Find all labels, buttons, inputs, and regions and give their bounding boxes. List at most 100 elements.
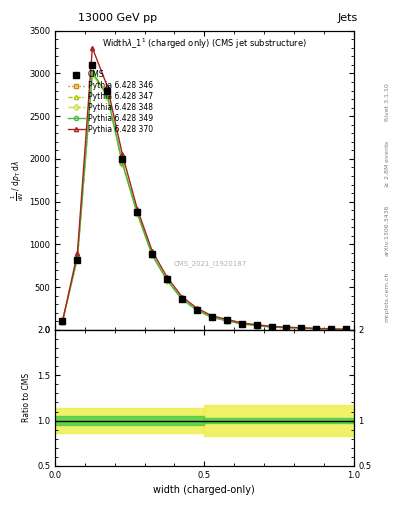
Pythia 6.428 347 <box>135 209 140 216</box>
Pythia 6.428 348 <box>209 314 214 321</box>
Pythia 6.428 347 <box>254 323 259 329</box>
Pythia 6.428 370 <box>209 313 214 319</box>
Pythia 6.428 347 <box>314 326 319 332</box>
Pythia 6.428 370 <box>135 205 140 211</box>
Pythia 6.428 346 <box>344 327 349 333</box>
Text: Jets: Jets <box>337 13 358 23</box>
Pythia 6.428 370 <box>344 326 349 332</box>
Pythia 6.428 348 <box>254 323 259 329</box>
CMS <box>105 88 110 94</box>
Pythia 6.428 349 <box>299 325 304 331</box>
Pythia 6.428 370 <box>195 305 199 311</box>
Pythia 6.428 347 <box>180 296 184 302</box>
Pythia 6.428 370 <box>239 320 244 326</box>
Pythia 6.428 370 <box>254 322 259 328</box>
Pythia 6.428 346 <box>195 307 199 313</box>
Pythia 6.428 349 <box>269 324 274 330</box>
Pythia 6.428 349 <box>329 326 334 332</box>
Pythia 6.428 346 <box>224 317 229 324</box>
Pythia 6.428 349 <box>150 252 154 258</box>
Pythia 6.428 346 <box>60 318 65 324</box>
Pythia 6.428 370 <box>60 319 65 325</box>
Pythia 6.428 348 <box>120 161 125 167</box>
Pythia 6.428 346 <box>284 325 289 331</box>
Pythia 6.428 346 <box>269 324 274 330</box>
Text: Width$\lambda\_1^1$ (charged only) (CMS jet substructure): Width$\lambda\_1^1$ (charged only) (CMS … <box>102 37 307 51</box>
Pythia 6.428 347 <box>224 317 229 324</box>
Text: Rivet 3.1.10: Rivet 3.1.10 <box>385 83 389 121</box>
Pythia 6.428 370 <box>224 316 229 323</box>
Pythia 6.428 370 <box>165 274 169 280</box>
Pythia 6.428 347 <box>105 91 110 97</box>
Line: CMS: CMS <box>60 62 349 332</box>
Pythia 6.428 348 <box>60 318 65 324</box>
Pythia 6.428 348 <box>135 210 140 217</box>
Pythia 6.428 349 <box>344 327 349 333</box>
Pythia 6.428 348 <box>90 71 95 77</box>
Pythia 6.428 370 <box>120 151 125 157</box>
Pythia 6.428 349 <box>165 277 169 283</box>
Pythia 6.428 348 <box>329 326 334 332</box>
Pythia 6.428 346 <box>314 326 319 332</box>
Pythia 6.428 348 <box>224 318 229 324</box>
Pythia 6.428 347 <box>90 69 95 75</box>
Pythia 6.428 346 <box>254 323 259 329</box>
Pythia 6.428 370 <box>299 325 304 331</box>
Line: Pythia 6.428 349: Pythia 6.428 349 <box>61 71 348 332</box>
Pythia 6.428 370 <box>284 324 289 330</box>
Pythia 6.428 347 <box>150 251 154 258</box>
Legend: CMS, Pythia 6.428 346, Pythia 6.428 347, Pythia 6.428 348, Pythia 6.428 349, Pyt: CMS, Pythia 6.428 346, Pythia 6.428 347,… <box>65 68 156 137</box>
CMS <box>60 318 65 325</box>
Text: CMS_2021_I1920187: CMS_2021_I1920187 <box>174 261 247 267</box>
CMS <box>209 314 214 320</box>
Line: Pythia 6.428 346: Pythia 6.428 346 <box>61 71 348 332</box>
Pythia 6.428 349 <box>209 314 214 321</box>
CMS <box>299 325 304 331</box>
Pythia 6.428 349 <box>239 321 244 327</box>
CMS <box>180 295 184 302</box>
Pythia 6.428 347 <box>60 317 65 324</box>
Pythia 6.428 370 <box>269 324 274 330</box>
Pythia 6.428 349 <box>120 159 125 165</box>
CMS <box>135 209 140 215</box>
Pythia 6.428 348 <box>314 326 319 332</box>
Pythia 6.428 346 <box>239 321 244 327</box>
CMS <box>120 156 125 162</box>
Pythia 6.428 370 <box>314 325 319 331</box>
Pythia 6.428 348 <box>284 325 289 331</box>
Pythia 6.428 346 <box>180 296 184 302</box>
Pythia 6.428 346 <box>209 314 214 321</box>
Pythia 6.428 348 <box>180 296 184 303</box>
Pythia 6.428 347 <box>120 159 125 165</box>
X-axis label: width (charged-only): width (charged-only) <box>154 485 255 495</box>
Pythia 6.428 349 <box>75 255 80 261</box>
Pythia 6.428 347 <box>284 325 289 331</box>
Y-axis label: Ratio to CMS: Ratio to CMS <box>22 373 31 422</box>
Pythia 6.428 347 <box>344 326 349 332</box>
Pythia 6.428 347 <box>269 324 274 330</box>
CMS <box>90 62 95 68</box>
CMS <box>254 323 259 329</box>
Pythia 6.428 346 <box>75 255 80 261</box>
Pythia 6.428 348 <box>195 307 199 313</box>
CMS <box>150 251 154 257</box>
Line: Pythia 6.428 370: Pythia 6.428 370 <box>61 46 348 331</box>
Pythia 6.428 348 <box>269 324 274 330</box>
Pythia 6.428 370 <box>75 250 80 256</box>
Text: arXiv:1306.3436: arXiv:1306.3436 <box>385 205 389 256</box>
Pythia 6.428 349 <box>135 210 140 216</box>
Pythia 6.428 349 <box>105 92 110 98</box>
Pythia 6.428 370 <box>180 294 184 300</box>
CMS <box>195 307 199 313</box>
CMS <box>269 324 274 330</box>
Pythia 6.428 347 <box>239 321 244 327</box>
Pythia 6.428 348 <box>239 321 244 327</box>
Pythia 6.428 349 <box>60 318 65 324</box>
Pythia 6.428 346 <box>120 159 125 165</box>
Pythia 6.428 347 <box>195 307 199 313</box>
Pythia 6.428 349 <box>314 326 319 332</box>
Pythia 6.428 346 <box>90 70 95 76</box>
Pythia 6.428 348 <box>344 327 349 333</box>
Pythia 6.428 348 <box>299 325 304 331</box>
Pythia 6.428 346 <box>299 325 304 331</box>
